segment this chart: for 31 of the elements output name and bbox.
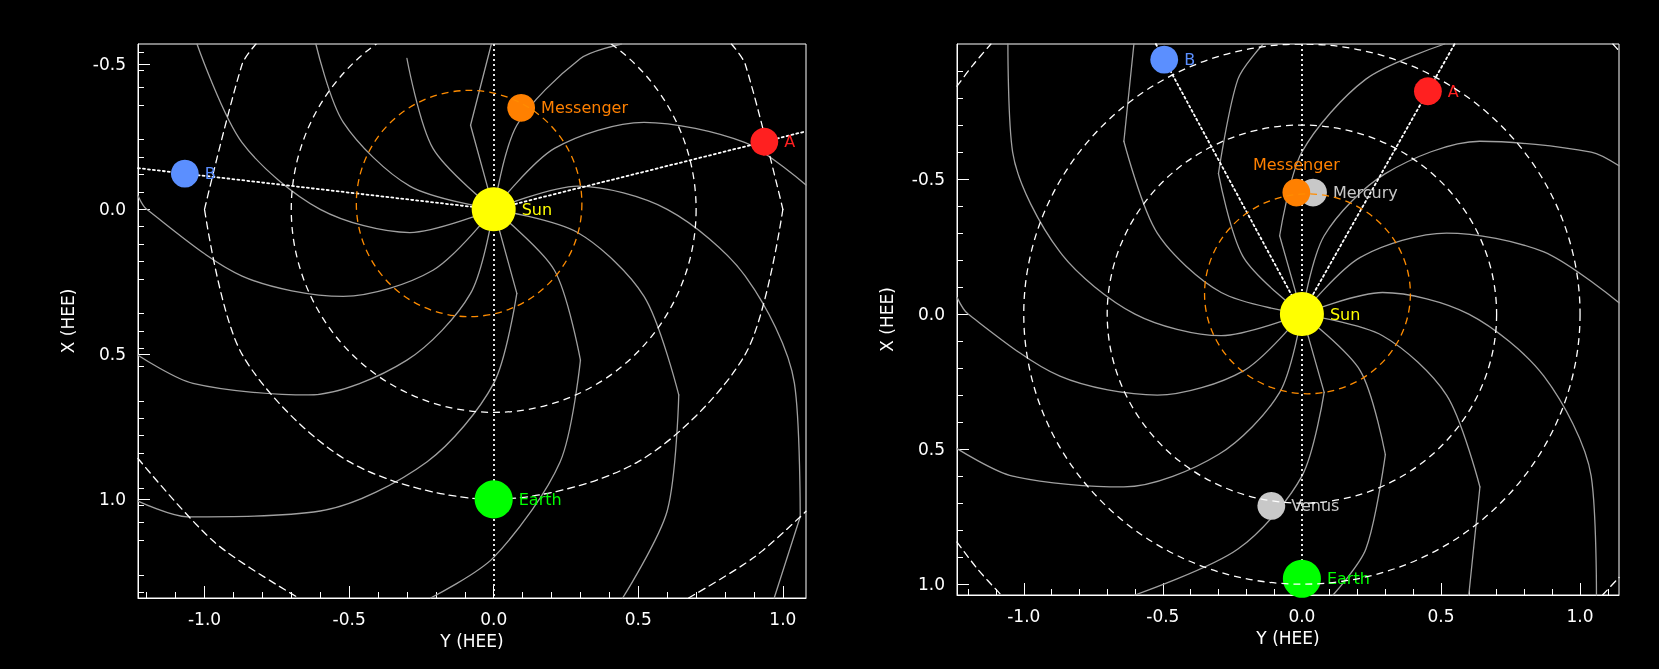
y-tick-label: 0.5: [98, 344, 126, 365]
y-tick-label: -0.5: [911, 169, 945, 190]
y-tick-label: -0.5: [92, 54, 126, 75]
x-tick-label: 0.5: [624, 608, 652, 629]
x-tick-label: 0.5: [1427, 605, 1455, 626]
y-tick-label: 1.0: [917, 574, 945, 595]
x-tick-label: 1.0: [1566, 605, 1594, 626]
y-tick-label: 0.0: [98, 199, 126, 220]
y-axis-title: X (HEE): [57, 288, 78, 354]
series-label: Sun: [521, 199, 553, 219]
series-label: Earth: [518, 489, 562, 509]
series-label: Sun: [1329, 304, 1361, 324]
x-axis-title: Y (HEE): [439, 630, 504, 651]
series-label: Messenger: [541, 98, 629, 118]
series-label: A: [1447, 81, 1459, 101]
x-tick-label: 0.0: [1288, 605, 1316, 626]
y-tick-label: 0.0: [917, 304, 945, 325]
series-label: B: [1184, 50, 1196, 70]
series-label: Messenger: [1252, 155, 1341, 175]
x-tick-label: -0.5: [332, 608, 366, 629]
y-axis-title: X (HEE): [876, 287, 897, 352]
x-tick-label: -1.0: [187, 608, 222, 629]
x-tick-label: -0.5: [1146, 605, 1180, 626]
y-tick-label: 1.0: [98, 489, 126, 510]
x-tick-label: 1.0: [769, 608, 797, 629]
y-tick-label: 0.5: [917, 439, 945, 460]
series-label: Venus: [1291, 496, 1340, 516]
x-tick-label: -1.0: [1007, 605, 1041, 626]
x-axis-title: Y (HEE): [1255, 627, 1320, 648]
x-tick-label: 0.0: [480, 608, 508, 629]
series-label: A: [784, 132, 796, 152]
